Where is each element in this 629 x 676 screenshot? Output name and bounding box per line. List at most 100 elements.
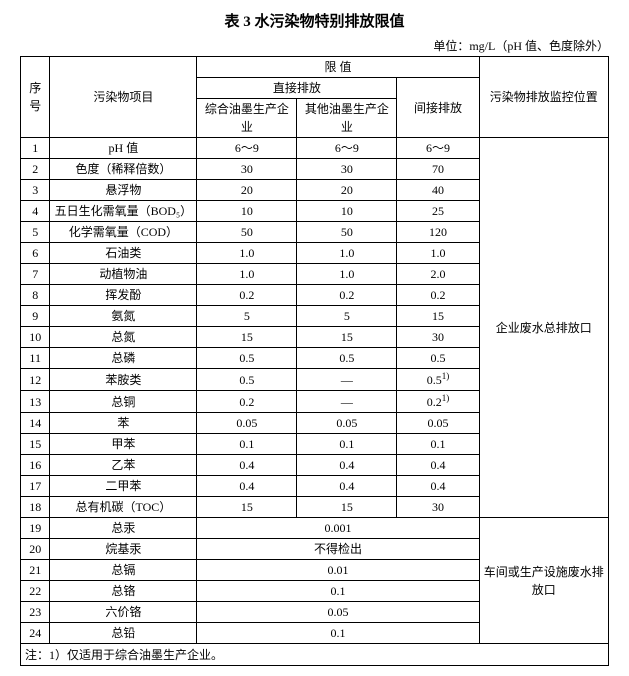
unit-line: 单位：mg/L（pH 值、色度除外） [20, 37, 609, 54]
cell-seq: 21 [21, 560, 50, 581]
cell-val-direct2: 50 [297, 222, 397, 243]
cell-val-direct1: 0.1 [197, 434, 297, 455]
cell-seq: 4 [21, 201, 50, 222]
table-title: 表 3 水污染物特别排放限值 [20, 10, 609, 31]
cell-seq: 8 [21, 285, 50, 306]
cell-location-g2: 车间或生产设施废水排放口 [479, 518, 608, 644]
cell-val-indirect: 6～9 [397, 138, 479, 159]
cell-val-merged: 0.1 [197, 623, 479, 644]
cell-pollutant: 苯胺类 [50, 369, 197, 391]
cell-val-direct1: 15 [197, 327, 297, 348]
cell-val-direct2: — [297, 369, 397, 391]
cell-seq: 6 [21, 243, 50, 264]
cell-pollutant: 苯 [50, 413, 197, 434]
cell-val-direct1: 6～9 [197, 138, 297, 159]
hdr-d1: 综合油墨生产企业 [197, 99, 297, 138]
cell-val-direct2: 15 [297, 497, 397, 518]
cell-val-indirect: 0.1 [397, 434, 479, 455]
cell-val-direct1: 1.0 [197, 264, 297, 285]
hdr-pollutant: 污染物项目 [50, 57, 197, 138]
hdr-location: 污染物排放监控位置 [479, 57, 608, 138]
cell-val-direct2: 0.5 [297, 348, 397, 369]
cell-seq: 22 [21, 581, 50, 602]
cell-pollutant: pH 值 [50, 138, 197, 159]
cell-pollutant: 总铬 [50, 581, 197, 602]
cell-pollutant: 乙苯 [50, 455, 197, 476]
cell-val-direct1: 50 [197, 222, 297, 243]
cell-pollutant: 烷基汞 [50, 539, 197, 560]
cell-location-g1: 企业废水总排放口 [479, 138, 608, 518]
cell-val-indirect: 25 [397, 201, 479, 222]
cell-val-direct2: 20 [297, 180, 397, 201]
cell-val-direct1: 0.4 [197, 476, 297, 497]
cell-pollutant: 总镉 [50, 560, 197, 581]
cell-val-indirect: 40 [397, 180, 479, 201]
cell-val-direct2: 1.0 [297, 243, 397, 264]
cell-val-direct2: 0.05 [297, 413, 397, 434]
cell-seq: 10 [21, 327, 50, 348]
cell-val-direct1: 0.4 [197, 455, 297, 476]
cell-val-indirect: 0.4 [397, 476, 479, 497]
cell-pollutant: 化学需氧量（COD） [50, 222, 197, 243]
hdr-seq: 序号 [21, 57, 50, 138]
cell-seq: 17 [21, 476, 50, 497]
table-note: 注：1）仅适用于综合油墨生产企业。 [20, 644, 609, 666]
cell-seq: 2 [21, 159, 50, 180]
cell-val-indirect: 70 [397, 159, 479, 180]
cell-val-direct2: 15 [297, 327, 397, 348]
cell-pollutant: 总铅 [50, 623, 197, 644]
cell-val-direct1: 0.5 [197, 369, 297, 391]
cell-pollutant: 二甲苯 [50, 476, 197, 497]
cell-val-direct1: 10 [197, 201, 297, 222]
cell-val-direct1: 0.2 [197, 391, 297, 413]
table-row: 19总汞0.001车间或生产设施废水排放口 [21, 518, 609, 539]
cell-val-direct1: 0.2 [197, 285, 297, 306]
cell-pollutant: 动植物油 [50, 264, 197, 285]
cell-val-indirect: 1.0 [397, 243, 479, 264]
cell-val-direct2: 6～9 [297, 138, 397, 159]
limits-table: 序号 污染物项目 限 值 污染物排放监控位置 直接排放 间接排放 综合油墨生产企… [20, 56, 609, 644]
cell-val-indirect: 0.21) [397, 391, 479, 413]
hdr-d2: 其他油墨生产企业 [297, 99, 397, 138]
cell-pollutant: 总氮 [50, 327, 197, 348]
cell-val-direct1: 1.0 [197, 243, 297, 264]
cell-val-indirect: 0.5 [397, 348, 479, 369]
cell-seq: 3 [21, 180, 50, 201]
cell-seq: 9 [21, 306, 50, 327]
cell-val-indirect: 30 [397, 327, 479, 348]
cell-val-direct2: — [297, 391, 397, 413]
cell-pollutant: 氨氮 [50, 306, 197, 327]
cell-seq: 15 [21, 434, 50, 455]
cell-pollutant: 甲苯 [50, 434, 197, 455]
cell-pollutant: 总有机碳（TOC） [50, 497, 197, 518]
cell-seq: 1 [21, 138, 50, 159]
cell-val-direct1: 30 [197, 159, 297, 180]
cell-val-indirect: 0.4 [397, 455, 479, 476]
cell-seq: 20 [21, 539, 50, 560]
cell-seq: 18 [21, 497, 50, 518]
cell-val-direct1: 20 [197, 180, 297, 201]
cell-val-direct2: 1.0 [297, 264, 397, 285]
cell-val-direct2: 0.4 [297, 476, 397, 497]
table-head: 序号 污染物项目 限 值 污染物排放监控位置 直接排放 间接排放 综合油墨生产企… [21, 57, 609, 138]
cell-seq: 13 [21, 391, 50, 413]
cell-pollutant: 色度（稀释倍数） [50, 159, 197, 180]
cell-val-indirect: 30 [397, 497, 479, 518]
cell-val-direct1: 5 [197, 306, 297, 327]
cell-seq: 19 [21, 518, 50, 539]
cell-val-direct2: 0.2 [297, 285, 397, 306]
cell-val-direct2: 0.1 [297, 434, 397, 455]
cell-pollutant: 总汞 [50, 518, 197, 539]
cell-val-indirect: 0.2 [397, 285, 479, 306]
cell-val-direct1: 0.05 [197, 413, 297, 434]
hdr-direct: 直接排放 [197, 78, 397, 99]
hdr-indirect: 间接排放 [397, 78, 479, 138]
cell-val-merged: 0.01 [197, 560, 479, 581]
cell-val-indirect: 0.05 [397, 413, 479, 434]
cell-pollutant: 悬浮物 [50, 180, 197, 201]
table-body: 1pH 值6～96～96～9企业废水总排放口2色度（稀释倍数）3030703悬浮… [21, 138, 609, 644]
cell-seq: 11 [21, 348, 50, 369]
cell-val-merged: 0.001 [197, 518, 479, 539]
table-row: 1pH 值6～96～96～9企业废水总排放口 [21, 138, 609, 159]
cell-seq: 14 [21, 413, 50, 434]
